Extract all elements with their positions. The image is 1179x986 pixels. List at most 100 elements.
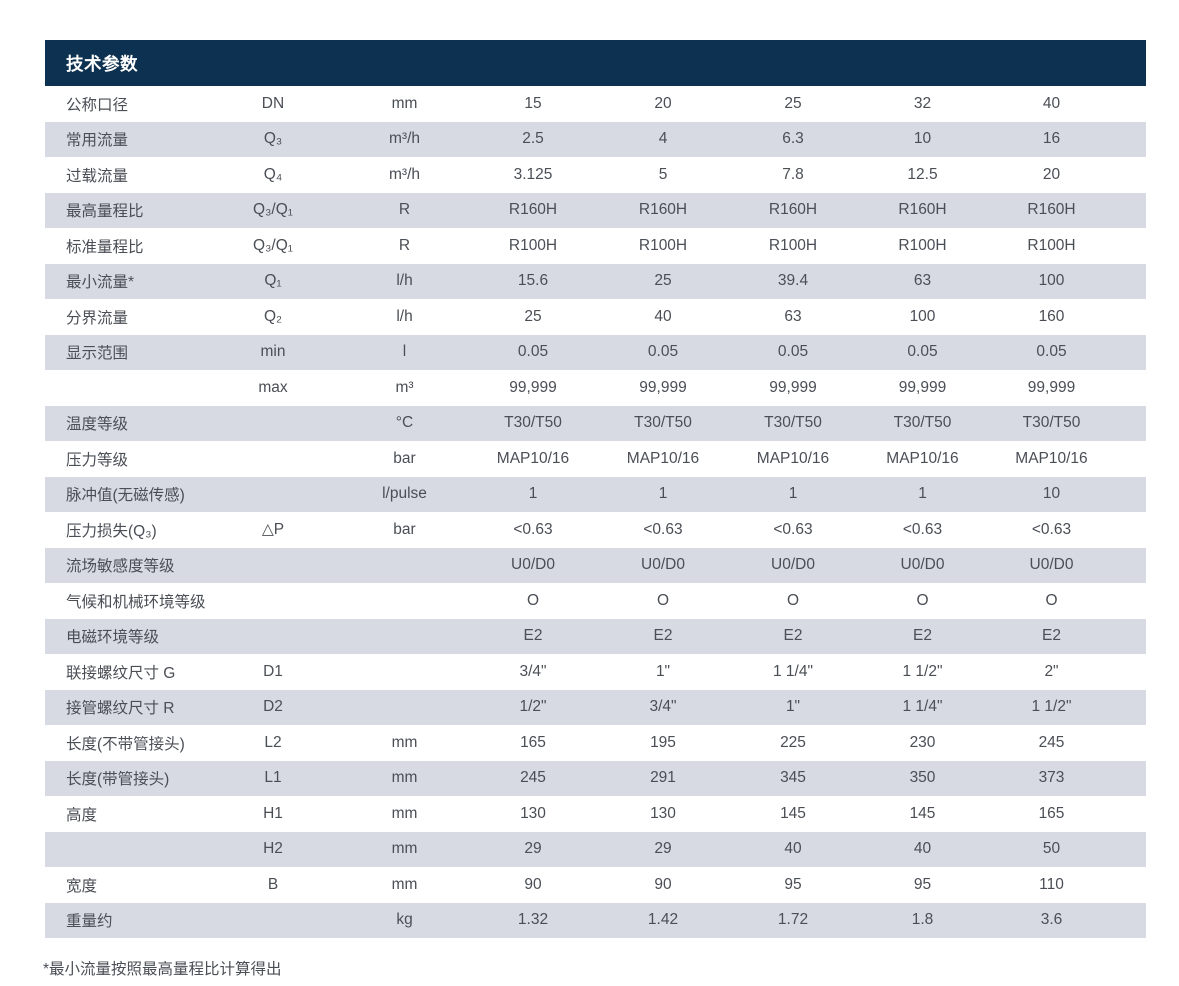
spacer: [1116, 157, 1146, 193]
value-cell: R100H: [898, 236, 947, 254]
param-symbol: [205, 441, 341, 477]
table-row: 最小流量* Q₁ l/h 15.6 25 39.4 63 100: [45, 263, 1146, 299]
value-cell: O: [786, 591, 800, 609]
value-cell: 145: [780, 804, 806, 822]
param-unit: mm: [391, 804, 418, 822]
value-cell: 99,999: [769, 378, 817, 396]
value-cell: MAP10/16: [1015, 449, 1088, 467]
param-symbol: D1: [263, 662, 283, 680]
param-label: 温度等级: [66, 416, 129, 434]
value-cell: 10: [913, 130, 932, 148]
table-row: 高度 H1 mm 130 130 145 145 165: [45, 796, 1146, 832]
value-cell: O: [1045, 591, 1058, 609]
param-unit: l/h: [396, 272, 413, 290]
value-cell: T30/T50: [893, 414, 952, 432]
param-symbol: Q₁: [264, 272, 282, 290]
value-cell: 2": [1044, 662, 1059, 680]
spacer: [1116, 299, 1146, 335]
spacer: [1116, 441, 1146, 477]
value-cell: 1 1/4": [773, 662, 813, 680]
param-label: 显示范围: [66, 345, 129, 363]
value-cell: 95: [784, 875, 802, 893]
param-unit: m³: [395, 378, 414, 396]
value-cell: 130: [650, 804, 676, 822]
value-cell: R100H: [768, 236, 818, 254]
param-label: 气候和机械环境等级: [66, 593, 205, 611]
value-cell: 6.3: [782, 130, 804, 148]
value-cell: T30/T50: [1022, 414, 1081, 432]
value-cell: U0/D0: [641, 556, 685, 574]
value-cell: <0.63: [902, 520, 943, 538]
value-cell: 4: [658, 130, 668, 148]
value-cell: <0.63: [643, 520, 683, 538]
param-unit: [341, 654, 468, 690]
param-label: 最高量程比: [66, 203, 144, 221]
param-unit: mm: [391, 733, 418, 751]
table-row: 压力损失(Q₃) △P bar <0.63 <0.63 <0.63 <0.63 <0.63: [45, 512, 1146, 548]
param-unit: mm: [391, 840, 418, 858]
value-cell: <0.63: [513, 520, 553, 538]
param-symbol: L2: [264, 733, 282, 751]
value-cell: 40: [1042, 94, 1061, 112]
param-symbol: △P: [261, 521, 285, 539]
value-cell: 12.5: [907, 165, 938, 183]
value-cell: 291: [650, 769, 676, 787]
spacer: [1116, 193, 1146, 229]
value-cell: 0.05: [907, 343, 938, 361]
param-unit: kg: [396, 911, 413, 929]
param-symbol: H1: [263, 804, 283, 822]
table-row: 分界流量 Q₂ l/h 25 40 63 100 160: [45, 299, 1146, 335]
value-cell: E2: [523, 627, 543, 645]
value-cell: 225: [780, 733, 806, 751]
param-label: 高度: [66, 806, 98, 824]
value-cell: MAP10/16: [626, 449, 700, 467]
value-cell: 1 1/4": [902, 698, 943, 716]
value-cell: 39.4: [777, 272, 809, 290]
table-title-bar: 技术参数: [45, 40, 1146, 86]
value-cell: 130: [520, 804, 546, 822]
value-cell: U0/D0: [511, 556, 555, 574]
param-label: 流场敏感度等级: [66, 558, 175, 576]
param-symbol: H2: [263, 840, 283, 858]
param-label: 长度(带管接头): [66, 771, 170, 789]
param-symbol: Q₃/Q₁: [253, 236, 293, 254]
table-row: 电磁环境等级 E2 E2 E2 E2 E2: [45, 618, 1146, 655]
value-cell: 100: [1038, 272, 1065, 290]
param-label: 分界流量: [66, 309, 129, 327]
param-label: 电磁环境等级: [66, 629, 160, 647]
param-unit: mm: [391, 94, 418, 112]
value-cell: U0/D0: [771, 556, 815, 574]
param-label: 过载流量: [66, 167, 129, 185]
param-label: 长度(不带管接头): [66, 735, 185, 753]
table-row: 公称口径 DN mm 15 20 25 32 40: [45, 86, 1146, 122]
value-cell: 245: [520, 769, 546, 787]
table-title: 技术参数: [66, 53, 138, 74]
param-symbol: L1: [264, 769, 282, 787]
value-cell: 1: [658, 485, 668, 503]
value-cell: 350: [909, 769, 936, 787]
value-cell: 0.05: [1036, 343, 1067, 361]
value-cell: 3/4": [649, 698, 677, 716]
value-cell: 40: [913, 840, 932, 858]
spacer: [1116, 832, 1146, 868]
value-cell: R160H: [638, 201, 688, 219]
value-cell: 7.8: [782, 165, 804, 183]
value-cell: R100H: [1027, 236, 1076, 254]
spacer: [1116, 654, 1146, 690]
spacer: [1116, 228, 1146, 264]
value-cell: 40: [654, 307, 672, 325]
table-row: 显示范围 min l 0.05 0.05 0.05 0.05 0.05: [45, 334, 1146, 370]
param-label: 压力等级: [66, 451, 129, 469]
spacer: [1116, 619, 1146, 655]
value-cell: 1.42: [647, 911, 679, 929]
param-symbol: min: [260, 343, 286, 361]
param-unit: [341, 690, 468, 726]
spacer: [1116, 548, 1146, 584]
table-row: 温度等级 °C T30/T50 T30/T50 T30/T50 T30/T50 T30/T5…: [45, 405, 1146, 441]
table-row: 气候和机械环境等级 O O O O O: [45, 583, 1146, 619]
spacer: [1116, 761, 1146, 797]
table-row: 过载流量 Q₄ m³/h 3.125 5 7.8 12.5 20: [45, 157, 1146, 193]
value-cell: T30/T50: [634, 414, 692, 432]
param-symbol: Q₃/Q₁: [253, 201, 293, 219]
